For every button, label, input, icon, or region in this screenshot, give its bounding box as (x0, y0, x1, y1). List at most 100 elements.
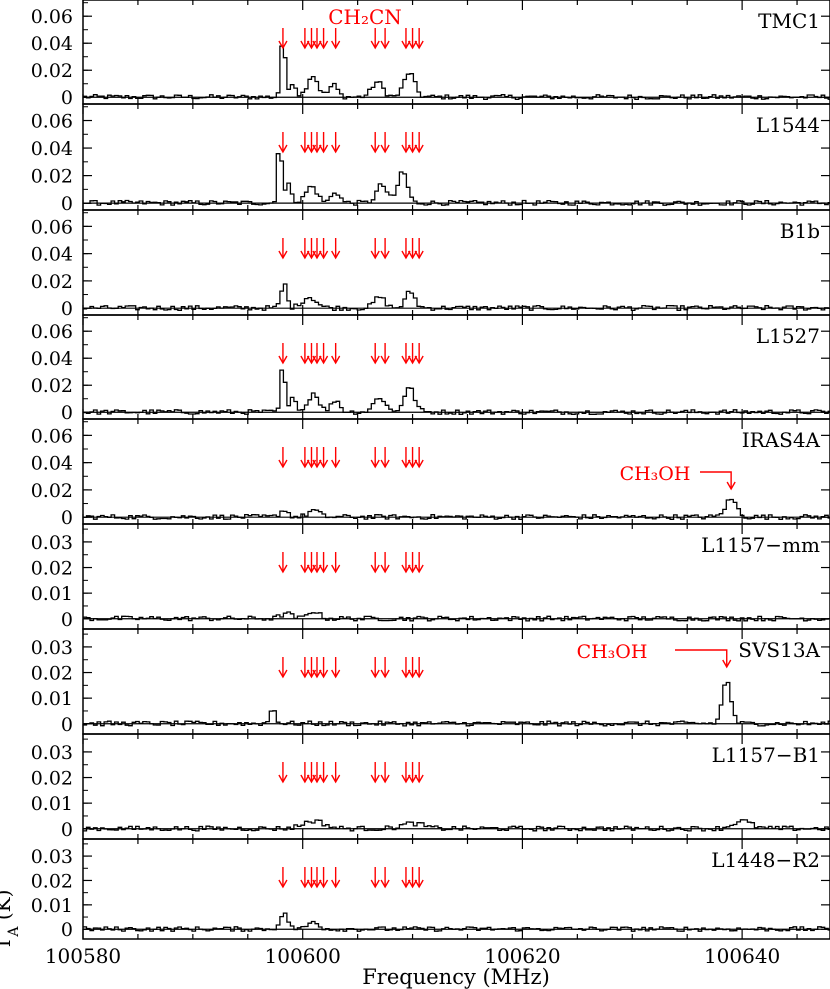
panel-frame (82, 628, 830, 735)
line-marker-arrowhead (331, 355, 341, 365)
line-marker-arrowhead (312, 459, 322, 469)
line-marker-arrowhead (331, 144, 341, 154)
y-tick-label: 0 (61, 402, 73, 424)
line-marker-arrowhead (312, 774, 322, 784)
line-marker-arrowhead (278, 669, 288, 679)
panel-svs13a: 0 0.01 0.02 0.03 SVS13A CH₃OH (31, 628, 830, 736)
line-marker-arrowhead (370, 459, 380, 469)
y-tick-label: 0.04 (31, 244, 73, 266)
spectrum-line (83, 819, 830, 832)
y-tick-label: 0.02 (31, 375, 73, 397)
panel-name-l1157-mm: L1157−mm (701, 533, 820, 557)
line-marker-arrowhead (414, 355, 424, 365)
y-tick-label: 0.02 (31, 870, 73, 892)
y-tick-label: 0.06 (31, 111, 73, 133)
line-marker-arrowhead (407, 40, 418, 50)
line-marker-arrowhead (370, 144, 380, 154)
spectrum-line (83, 498, 830, 520)
line-marker-arrowhead (300, 774, 310, 784)
line-marker-arrowhead (380, 144, 390, 154)
y-tick-label: 0 (61, 714, 73, 736)
y-tick-label: 0.01 (31, 895, 73, 917)
panel-name-l1157-b1: L1157−B1 (712, 743, 820, 767)
line-marker-arrowhead (370, 250, 380, 260)
line-marker-arrowhead (331, 564, 341, 574)
line-marker-arrowhead (300, 564, 310, 574)
panel-frame (82, 209, 830, 316)
y-tick-label: 0.03 (31, 532, 73, 554)
ch3oh-pointer-head (722, 659, 732, 669)
line-marker-arrowhead (370, 669, 380, 679)
line-marker-arrowhead (401, 879, 411, 889)
ch3oh-label: CH₃OH (577, 641, 648, 663)
line-marker-arrowhead (407, 144, 418, 154)
line-marker-arrowhead (300, 459, 310, 469)
y-tick-label: 0 (61, 298, 73, 320)
line-marker-arrowhead (407, 669, 418, 679)
line-marker-arrowhead (312, 879, 322, 889)
line-marker-arrowhead (278, 40, 288, 50)
molecule-label: CH₂CN (328, 5, 402, 29)
line-marker-arrowhead (312, 355, 322, 365)
line-marker-arrowhead (278, 774, 288, 784)
line-marker-arrowhead (414, 564, 424, 574)
y-tick-label: 0.02 (31, 271, 73, 293)
line-marker-arrowhead (300, 40, 310, 50)
line-marker-arrowhead (318, 774, 329, 784)
panel-l1157-b1: 0 0.01 0.02 0.03 L1157−B1 (31, 733, 830, 841)
y-tick-label: 0.01 (31, 583, 73, 605)
line-marker-arrowhead (380, 459, 390, 469)
line-marker-arrowhead (401, 144, 411, 154)
line-marker-arrowhead (407, 250, 418, 260)
line-marker-arrowhead (370, 879, 380, 889)
line-marker-arrowhead (312, 669, 322, 679)
y-tick-label: 0.02 (31, 166, 73, 188)
line-marker-arrowhead (401, 774, 411, 784)
panel-frame (82, 0, 830, 105)
line-marker-arrowhead (414, 669, 424, 679)
line-marker-arrowhead (401, 669, 411, 679)
line-marker-arrowhead (407, 774, 418, 784)
ch3oh-pointer (700, 471, 732, 489)
panel-name-b1b: B1b (780, 219, 820, 243)
panel-l1527: 0 0.02 0.04 0.06 L1527 (31, 314, 830, 424)
line-marker-arrowhead (401, 459, 411, 469)
panel-name-l1527: L1527 (756, 324, 820, 348)
y-tick-label: 0 (61, 819, 73, 841)
line-marker-arrowhead (414, 459, 424, 469)
line-marker-arrowhead (318, 459, 329, 469)
panel-l1544: 0 0.02 0.04 0.06 L1544 (31, 103, 830, 215)
y-axis-label: TA (K) (0, 890, 22, 950)
line-marker-arrowhead (300, 250, 310, 260)
line-marker-arrowhead (380, 250, 390, 260)
line-marker-arrowhead (380, 355, 390, 365)
line-marker-arrowhead (401, 564, 411, 574)
y-tick-label: 0.02 (31, 480, 73, 502)
line-marker-arrowhead (407, 879, 418, 889)
y-tick-label: 0.02 (31, 768, 73, 790)
panel-frame (82, 103, 830, 211)
y-tick-label: 0.02 (31, 663, 73, 685)
line-marker-arrowhead (380, 40, 390, 50)
y-tick-label: 0.02 (31, 558, 73, 580)
panel-frame (82, 838, 830, 940)
line-marker-arrowhead (318, 669, 329, 679)
line-marker-arrowhead (407, 564, 418, 574)
line-marker-arrowhead (414, 144, 424, 154)
panel-frame (82, 314, 830, 420)
y-tick-label: 0.06 (31, 321, 73, 343)
x-axis-label: Frequency (MHz) (362, 965, 550, 989)
panel-iras4a: 0 0.02 0.04 0.06 IRAS4A CH₃OH (31, 418, 830, 529)
y-tick-label: 0 (61, 919, 73, 941)
spectrum-line (83, 611, 830, 622)
spectrum-line (83, 912, 830, 932)
line-marker-arrowhead (312, 40, 322, 50)
line-marker-arrowhead (414, 774, 424, 784)
line-marker-arrowhead (300, 144, 310, 154)
line-marker-arrowhead (407, 355, 418, 365)
ch3oh-label: CH₃OH (620, 463, 691, 485)
line-marker-arrowhead (414, 40, 424, 50)
line-marker-arrowhead (331, 669, 341, 679)
panel-name-l1544: L1544 (756, 113, 820, 137)
y-tick-label: 0.04 (31, 33, 73, 55)
